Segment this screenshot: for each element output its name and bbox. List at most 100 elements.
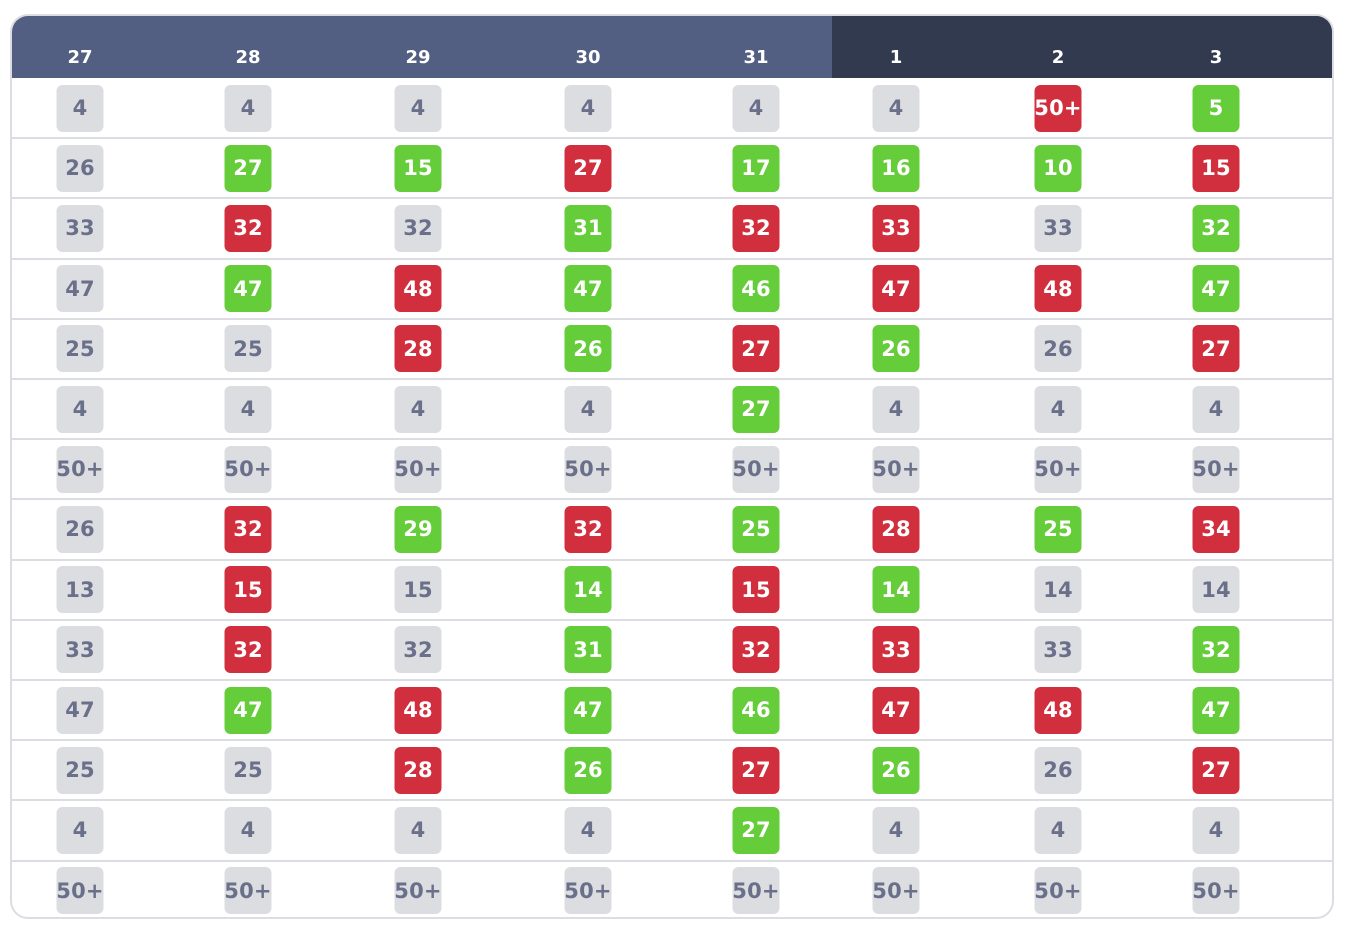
rank-cell[interactable]: 32 bbox=[732, 626, 780, 674]
rank-cell[interactable]: 50+ bbox=[394, 867, 442, 915]
header-day[interactable]: 1 bbox=[889, 47, 903, 68]
rank-cell[interactable]: 28 bbox=[394, 325, 442, 373]
rank-cell[interactable]: 4 bbox=[394, 806, 442, 854]
rank-cell[interactable]: 50+ bbox=[56, 867, 104, 915]
rank-cell[interactable]: 50+ bbox=[564, 867, 612, 915]
rank-cell[interactable]: 33 bbox=[1034, 626, 1082, 674]
rank-cell[interactable]: 32 bbox=[1192, 626, 1240, 674]
header-day[interactable]: 29 bbox=[405, 47, 431, 68]
rank-cell[interactable]: 32 bbox=[394, 626, 442, 674]
rank-cell[interactable]: 14 bbox=[1192, 566, 1240, 614]
rank-cell[interactable]: 27 bbox=[732, 385, 780, 433]
rank-cell[interactable]: 50+ bbox=[1192, 867, 1240, 915]
rank-cell[interactable]: 47 bbox=[872, 265, 920, 313]
rank-cell[interactable]: 15 bbox=[732, 566, 780, 614]
rank-cell[interactable]: 47 bbox=[224, 265, 272, 313]
rank-cell[interactable]: 17 bbox=[732, 144, 780, 192]
rank-cell[interactable]: 4 bbox=[872, 806, 920, 854]
rank-cell[interactable]: 4 bbox=[872, 385, 920, 433]
rank-cell[interactable]: 27 bbox=[1192, 746, 1240, 794]
rank-cell[interactable]: 50+ bbox=[394, 445, 442, 493]
rank-cell[interactable]: 34 bbox=[1192, 505, 1240, 553]
rank-cell[interactable]: 50+ bbox=[56, 445, 104, 493]
rank-cell[interactable]: 47 bbox=[1192, 265, 1240, 313]
rank-cell[interactable]: 13 bbox=[56, 566, 104, 614]
rank-cell[interactable]: 25 bbox=[1034, 505, 1082, 553]
rank-cell[interactable]: 31 bbox=[564, 204, 612, 252]
rank-cell[interactable]: 27 bbox=[732, 746, 780, 794]
rank-cell[interactable]: 50+ bbox=[224, 445, 272, 493]
rank-cell[interactable]: 46 bbox=[732, 686, 780, 734]
rank-cell[interactable]: 27 bbox=[1192, 325, 1240, 373]
rank-cell[interactable]: 14 bbox=[1034, 566, 1082, 614]
rank-cell[interactable]: 4 bbox=[394, 84, 442, 132]
rank-cell[interactable]: 48 bbox=[394, 265, 442, 313]
rank-cell[interactable]: 27 bbox=[564, 144, 612, 192]
rank-cell[interactable]: 33 bbox=[56, 626, 104, 674]
rank-cell[interactable]: 15 bbox=[1192, 144, 1240, 192]
rank-cell[interactable]: 50+ bbox=[732, 867, 780, 915]
rank-cell[interactable]: 14 bbox=[872, 566, 920, 614]
rank-cell[interactable]: 4 bbox=[394, 385, 442, 433]
rank-cell[interactable]: 26 bbox=[56, 505, 104, 553]
rank-cell[interactable]: 32 bbox=[224, 505, 272, 553]
rank-cell[interactable]: 28 bbox=[394, 746, 442, 794]
rank-cell[interactable]: 4 bbox=[224, 385, 272, 433]
rank-cell[interactable]: 32 bbox=[1192, 204, 1240, 252]
rank-cell[interactable]: 26 bbox=[1034, 746, 1082, 794]
rank-cell[interactable]: 5 bbox=[1192, 84, 1240, 132]
header-day[interactable]: 31 bbox=[743, 47, 769, 68]
rank-cell[interactable]: 15 bbox=[394, 566, 442, 614]
rank-cell[interactable]: 46 bbox=[732, 265, 780, 313]
rank-cell[interactable]: 47 bbox=[56, 686, 104, 734]
rank-cell[interactable]: 47 bbox=[564, 686, 612, 734]
rank-cell[interactable]: 48 bbox=[394, 686, 442, 734]
rank-cell[interactable]: 50+ bbox=[1192, 445, 1240, 493]
rank-cell[interactable]: 4 bbox=[224, 806, 272, 854]
rank-cell[interactable]: 14 bbox=[564, 566, 612, 614]
rank-cell[interactable]: 4 bbox=[564, 806, 612, 854]
rank-cell[interactable]: 4 bbox=[1034, 385, 1082, 433]
rank-cell[interactable]: 25 bbox=[224, 325, 272, 373]
rank-cell[interactable]: 29 bbox=[394, 505, 442, 553]
rank-cell[interactable]: 4 bbox=[1192, 806, 1240, 854]
rank-cell[interactable]: 25 bbox=[224, 746, 272, 794]
rank-cell[interactable]: 4 bbox=[56, 84, 104, 132]
rank-cell[interactable]: 32 bbox=[732, 204, 780, 252]
rank-cell[interactable]: 47 bbox=[224, 686, 272, 734]
rank-cell[interactable]: 25 bbox=[56, 746, 104, 794]
header-day[interactable]: 27 bbox=[67, 47, 93, 68]
rank-cell[interactable]: 27 bbox=[732, 325, 780, 373]
header-day[interactable]: 3 bbox=[1209, 47, 1223, 68]
rank-cell[interactable]: 10 bbox=[1034, 144, 1082, 192]
rank-cell[interactable]: 4 bbox=[56, 385, 104, 433]
rank-cell[interactable]: 26 bbox=[872, 325, 920, 373]
rank-cell[interactable]: 50+ bbox=[1034, 445, 1082, 493]
rank-cell[interactable]: 48 bbox=[1034, 686, 1082, 734]
rank-cell[interactable]: 33 bbox=[1034, 204, 1082, 252]
rank-cell[interactable]: 4 bbox=[1192, 385, 1240, 433]
rank-cell[interactable]: 50+ bbox=[1034, 84, 1082, 132]
rank-cell[interactable]: 25 bbox=[56, 325, 104, 373]
rank-cell[interactable]: 15 bbox=[224, 566, 272, 614]
rank-cell[interactable]: 50+ bbox=[224, 867, 272, 915]
rank-cell[interactable]: 33 bbox=[56, 204, 104, 252]
rank-cell[interactable]: 4 bbox=[732, 84, 780, 132]
rank-cell[interactable]: 27 bbox=[224, 144, 272, 192]
rank-cell[interactable]: 32 bbox=[394, 204, 442, 252]
rank-cell[interactable]: 25 bbox=[732, 505, 780, 553]
rank-cell[interactable]: 26 bbox=[872, 746, 920, 794]
header-day[interactable]: 2 bbox=[1051, 47, 1065, 68]
rank-cell[interactable]: 4 bbox=[564, 385, 612, 433]
rank-cell[interactable]: 50+ bbox=[732, 445, 780, 493]
rank-cell[interactable]: 32 bbox=[564, 505, 612, 553]
rank-cell[interactable]: 15 bbox=[394, 144, 442, 192]
rank-cell[interactable]: 32 bbox=[224, 204, 272, 252]
rank-cell[interactable]: 47 bbox=[872, 686, 920, 734]
rank-cell[interactable]: 28 bbox=[872, 505, 920, 553]
rank-cell[interactable]: 4 bbox=[56, 806, 104, 854]
rank-cell[interactable]: 50+ bbox=[872, 867, 920, 915]
rank-cell[interactable]: 50+ bbox=[872, 445, 920, 493]
rank-cell[interactable]: 48 bbox=[1034, 265, 1082, 313]
rank-cell[interactable]: 4 bbox=[872, 84, 920, 132]
